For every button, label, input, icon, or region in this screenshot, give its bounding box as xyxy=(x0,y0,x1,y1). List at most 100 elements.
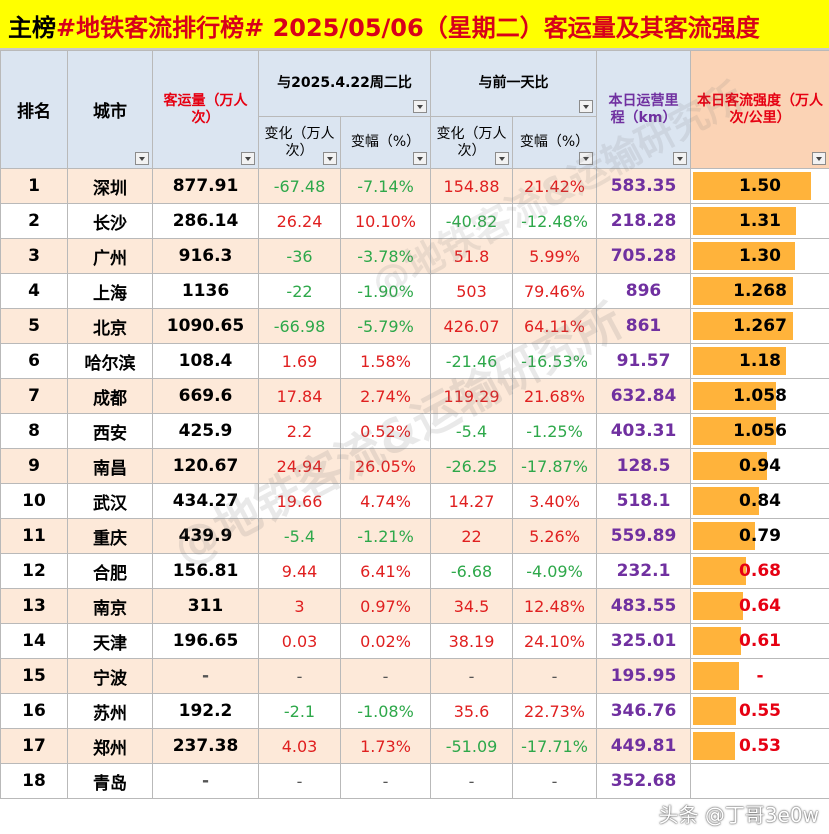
pct-week-cell: 0.97% xyxy=(339,588,432,624)
change-day-cell: 119.29 xyxy=(430,378,514,414)
pct-week-filter-dropdown[interactable] xyxy=(413,152,428,165)
rank-cell: 6 xyxy=(0,343,68,379)
header-intensity: 本日客流强度（万人次/公里） xyxy=(690,50,829,169)
rank-cell: 1 xyxy=(0,168,68,204)
intensity-value: 1.058 xyxy=(733,386,787,406)
intensity-value: - xyxy=(756,666,764,686)
change-day-cell: -21.46 xyxy=(430,343,514,379)
change-week-cell: -67.48 xyxy=(258,168,341,204)
header-pct-week: 变幅（%） xyxy=(339,116,432,169)
volume-cell: 286.14 xyxy=(152,203,259,239)
pct-week-cell: 26.05% xyxy=(339,448,432,484)
intensity-cell: 0.53 xyxy=(690,728,829,764)
table-row: 5 北京 1090.65 -66.98 -5.79% 426.07 64.11% 861 1.2… xyxy=(0,308,829,344)
change-day-cell: -51.09 xyxy=(430,728,514,764)
author-credit: 头条 @丁哥3e0w xyxy=(658,803,819,827)
intensity-bar xyxy=(693,207,797,235)
intensity-bar xyxy=(693,522,756,550)
mileage-cell: 861 xyxy=(596,308,692,344)
rank-cell: 4 xyxy=(0,273,68,309)
mileage-cell: 352.68 xyxy=(596,763,692,799)
city-cell: 深圳 xyxy=(67,168,153,204)
intensity-cell: 0.55 xyxy=(690,693,829,729)
change-week-cell: 0.03 xyxy=(258,623,341,659)
mileage-filter-dropdown[interactable] xyxy=(673,152,688,165)
header-compare-week: 与2025.4.22周二比 xyxy=(257,50,432,117)
table-row: 3 广州 916.3 -36 -3.78% 51.8 5.99% 705.28 1.30 xyxy=(0,238,829,274)
mileage-cell: 128.5 xyxy=(596,448,692,484)
title-sub: #地铁客流排行榜# 2025/05/06（星期二）客运量及其客流强度 xyxy=(56,14,760,42)
pct-day-cell: 21.68% xyxy=(512,378,598,414)
volume-cell: 108.4 xyxy=(152,343,259,379)
mileage-cell: 91.57 xyxy=(596,343,692,379)
table-row: 12 合肥 156.81 9.44 6.41% -6.68 -4.09% 232.1 0.68 xyxy=(0,553,829,589)
header-city: 城市 xyxy=(67,50,153,169)
rank-cell: 8 xyxy=(0,413,68,449)
intensity-bar xyxy=(693,347,787,375)
compare-day-filter-dropdown[interactable] xyxy=(579,100,594,113)
change-week-cell: 19.66 xyxy=(258,483,341,519)
rank-cell: 5 xyxy=(0,308,68,344)
intensity-cell: 1.18 xyxy=(690,343,829,379)
change-week-cell: 26.24 xyxy=(258,203,341,239)
intensity-bar xyxy=(693,662,740,690)
change-week-cell: - xyxy=(258,763,341,799)
intensity-bar xyxy=(693,697,737,725)
volume-cell: 311 xyxy=(152,588,259,624)
change-day-cell: -26.25 xyxy=(430,448,514,484)
ranking-table: 排名 城市 客运量（万人次） 与2025.4.22周二比 与前一天比 本日运营里… xyxy=(0,50,829,799)
intensity-value: 1.30 xyxy=(739,246,781,266)
city-cell: 西安 xyxy=(67,413,153,449)
intensity-cell: 0.84 xyxy=(690,483,829,519)
city-filter-dropdown[interactable] xyxy=(135,152,149,165)
change-day-cell: -40.82 xyxy=(430,203,514,239)
intensity-value: 1.31 xyxy=(739,211,781,231)
compare-week-filter-dropdown[interactable] xyxy=(413,100,428,113)
rank-cell: 14 xyxy=(0,623,68,659)
pct-day-cell: -17.71% xyxy=(512,728,598,764)
intensity-cell: 1.30 xyxy=(690,238,829,274)
city-cell: 武汉 xyxy=(67,483,153,519)
volume-cell: 237.38 xyxy=(152,728,259,764)
change-week-cell: 17.84 xyxy=(258,378,341,414)
change-day-cell: 51.8 xyxy=(430,238,514,274)
city-cell: 成都 xyxy=(67,378,153,414)
mileage-cell: 232.1 xyxy=(596,553,692,589)
pct-day-cell: 21.42% xyxy=(512,168,598,204)
change-week-cell: -5.4 xyxy=(258,518,341,554)
volume-cell: 192.2 xyxy=(152,693,259,729)
intensity-value: 0.53 xyxy=(739,736,781,756)
pct-week-cell: -7.14% xyxy=(339,168,432,204)
change-day-cell: 426.07 xyxy=(430,308,514,344)
intensity-cell: 0.61 xyxy=(690,623,829,659)
volume-cell: 877.91 xyxy=(152,168,259,204)
table-row: 17 郑州 237.38 4.03 1.73% -51.09 -17.71% 449.81 0.… xyxy=(0,728,829,764)
change-day-cell: 503 xyxy=(430,273,514,309)
mileage-cell: 518.1 xyxy=(596,483,692,519)
city-cell: 宁波 xyxy=(67,658,153,694)
intensity-value: 0.55 xyxy=(739,701,781,721)
rank-cell: 7 xyxy=(0,378,68,414)
volume-filter-dropdown[interactable] xyxy=(241,152,255,165)
volume-cell: 916.3 xyxy=(152,238,259,274)
pct-day-filter-dropdown[interactable] xyxy=(579,152,594,165)
change-week-cell: -22 xyxy=(258,273,341,309)
pct-day-cell: -17.87% xyxy=(512,448,598,484)
intensity-filter-dropdown[interactable] xyxy=(812,152,827,165)
pct-week-cell: -1.90% xyxy=(339,273,432,309)
volume-cell: 196.65 xyxy=(152,623,259,659)
pct-day-cell: 5.99% xyxy=(512,238,598,274)
pct-day-cell: -4.09% xyxy=(512,553,598,589)
mileage-cell: 632.84 xyxy=(596,378,692,414)
mileage-cell: 896 xyxy=(596,273,692,309)
change-day-filter-dropdown[interactable] xyxy=(495,152,510,165)
intensity-cell: 1.50 xyxy=(690,168,829,204)
intensity-value: 0.68 xyxy=(739,561,781,581)
intensity-bar xyxy=(693,557,747,585)
city-cell: 天津 xyxy=(67,623,153,659)
volume-cell: 156.81 xyxy=(152,553,259,589)
city-cell: 青岛 xyxy=(67,763,153,799)
change-week-filter-dropdown[interactable] xyxy=(323,152,337,165)
intensity-cell: 0.68 xyxy=(690,553,829,589)
rank-cell: 9 xyxy=(0,448,68,484)
